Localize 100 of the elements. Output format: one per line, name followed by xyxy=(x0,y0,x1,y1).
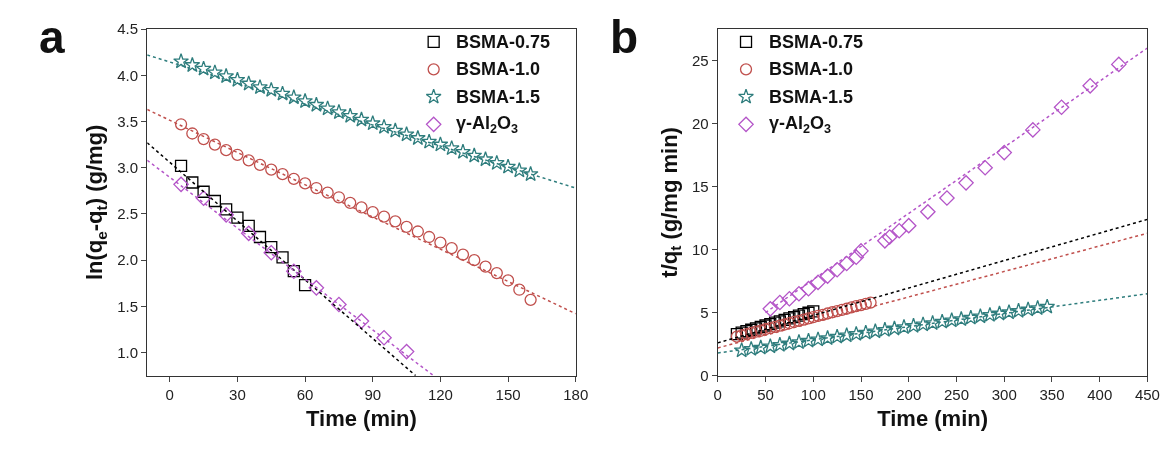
point xyxy=(332,191,346,204)
point xyxy=(867,323,884,339)
point xyxy=(934,313,951,329)
point xyxy=(285,89,302,105)
point xyxy=(830,304,844,318)
point xyxy=(1039,298,1056,314)
point xyxy=(845,301,858,314)
x-tick-label: 200 xyxy=(896,385,922,403)
point xyxy=(848,325,865,341)
point xyxy=(764,321,777,335)
x-tick-label: 120 xyxy=(427,385,453,403)
legend-label: BSMA-1.5 xyxy=(456,87,541,107)
point xyxy=(819,268,836,284)
point xyxy=(829,261,845,278)
point xyxy=(811,309,825,323)
point xyxy=(398,126,415,142)
point xyxy=(389,215,402,228)
chart-title: a xyxy=(39,11,65,63)
point xyxy=(331,296,347,313)
point xyxy=(421,133,438,149)
point xyxy=(819,329,836,346)
x-tick-label: 150 xyxy=(495,385,521,403)
point xyxy=(265,163,278,176)
point xyxy=(771,336,788,352)
x-tick-label: 30 xyxy=(229,385,246,403)
point xyxy=(240,225,257,242)
point xyxy=(891,222,907,239)
point xyxy=(342,107,359,123)
y-tick-label: 3.5 xyxy=(117,112,139,130)
point xyxy=(477,151,494,167)
x-tick-label: 50 xyxy=(757,385,774,403)
point xyxy=(791,285,807,302)
point xyxy=(1020,301,1037,317)
point xyxy=(745,323,758,336)
legend-label: γ-Al$_{2}$O$_{3}$ xyxy=(456,113,519,136)
point xyxy=(835,303,849,317)
point xyxy=(376,329,392,346)
point xyxy=(387,122,404,138)
point xyxy=(781,290,798,307)
point xyxy=(1025,122,1041,138)
point xyxy=(174,118,188,131)
point xyxy=(905,317,922,333)
point xyxy=(783,317,796,330)
point xyxy=(197,185,210,198)
point xyxy=(792,314,806,327)
point xyxy=(877,233,893,249)
point xyxy=(184,56,201,73)
point xyxy=(468,253,481,267)
legend-label: BSMA-0.75 xyxy=(456,32,551,52)
point xyxy=(792,309,806,322)
point xyxy=(308,280,325,296)
point xyxy=(330,103,347,120)
x-tick-label: 100 xyxy=(800,385,826,403)
y-tick-label: 1.5 xyxy=(117,297,139,315)
point xyxy=(759,323,772,336)
point xyxy=(490,266,503,280)
point xyxy=(195,190,212,207)
x-tick-label: 0 xyxy=(165,385,174,403)
point xyxy=(208,138,222,151)
point xyxy=(263,81,280,97)
point xyxy=(876,321,893,337)
point xyxy=(376,118,392,134)
point xyxy=(920,204,936,220)
legend-label: BSMA-1.0 xyxy=(769,59,854,79)
point xyxy=(276,168,289,181)
point xyxy=(800,280,817,297)
point xyxy=(500,158,517,174)
point xyxy=(768,320,782,334)
point xyxy=(857,324,874,340)
point xyxy=(298,177,312,190)
point xyxy=(924,314,941,331)
point xyxy=(759,319,772,332)
point xyxy=(253,158,267,172)
point xyxy=(840,302,853,315)
point xyxy=(197,132,210,146)
point xyxy=(754,320,767,334)
point xyxy=(838,327,855,343)
point xyxy=(218,207,234,223)
point xyxy=(733,342,750,358)
point xyxy=(377,210,391,223)
point xyxy=(778,318,791,331)
point xyxy=(220,144,233,157)
point xyxy=(838,255,855,272)
point xyxy=(915,316,932,332)
point xyxy=(939,190,955,206)
point xyxy=(364,115,381,131)
point xyxy=(398,343,415,360)
point xyxy=(242,219,255,233)
y-tick-label: 1.0 xyxy=(117,343,139,361)
point xyxy=(810,331,827,347)
point xyxy=(422,230,436,244)
point xyxy=(773,319,786,332)
point xyxy=(253,230,267,244)
point xyxy=(788,315,801,329)
point xyxy=(848,249,865,265)
point xyxy=(943,312,960,328)
point xyxy=(400,220,413,234)
point xyxy=(206,64,223,80)
point xyxy=(208,194,222,208)
point xyxy=(524,293,537,307)
